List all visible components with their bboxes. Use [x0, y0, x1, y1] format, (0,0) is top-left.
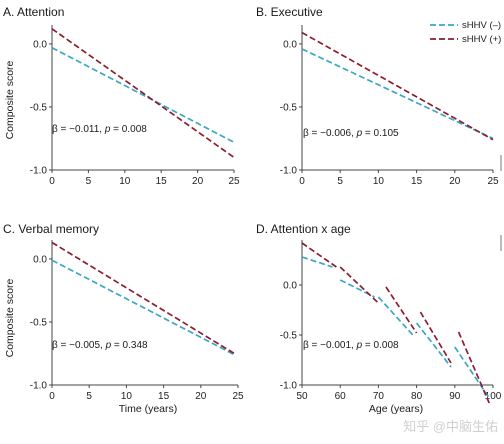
y-tick-label: 0.0	[283, 281, 297, 292]
series-line-shhv-minus	[301, 48, 494, 140]
series-line-shhv-plus	[51, 241, 235, 355]
legend-label-shhv-plus: sHHV (+)	[462, 34, 501, 45]
x-tick-label: 15	[411, 176, 423, 187]
y-tick-label: 0.0	[283, 39, 297, 50]
watermark: 知乎 @中脑生佑	[403, 419, 498, 434]
edge-marker-top	[500, 155, 502, 171]
x-tick-label: 20	[192, 176, 204, 187]
edge-marker-bottom	[500, 235, 502, 251]
y-axis-label-verbal-memory: Composite score	[4, 278, 16, 357]
plot-area-attention-x-age: 50 60 70 80 90 100 0.0 -0.5 -1.0	[280, 240, 502, 404]
x-tick-label: 50	[296, 391, 308, 402]
x-axis-label-time: Time (years)	[119, 403, 178, 415]
series-line-shhv-minus	[51, 46, 235, 144]
y-tick-label: -0.5	[280, 331, 298, 342]
panel-attention: A. Attention Composite score β = −0.011,…	[3, 5, 240, 187]
x-tick-label: 80	[411, 391, 423, 402]
panel-verbal-memory: C. Verbal memory Composite score Time (y…	[3, 222, 244, 415]
x-tick-label: 60	[335, 391, 347, 402]
panel-title-attention: A. Attention	[3, 5, 64, 19]
x-tick-label: 100	[485, 391, 502, 402]
series-line-shhv-minus	[301, 256, 333, 268]
y-tick-label: -0.5	[30, 102, 48, 113]
annotation-executive: β = −0.006, p = 0.105	[303, 128, 399, 139]
annotation-attention: β = −0.011, p = 0.008	[52, 124, 147, 135]
y-axis-label-attention: Composite score	[4, 60, 16, 139]
x-tick-label: 15	[158, 391, 170, 402]
y-tick-label: 0.0	[33, 39, 47, 50]
y-tick-label: 0.0	[33, 254, 47, 265]
legend: sHHV (–) sHHV (+)	[430, 20, 501, 45]
x-tick-label: 0	[299, 176, 305, 187]
x-tick-label: 90	[449, 391, 461, 402]
x-tick-label: 0	[49, 391, 55, 402]
x-axis-label-age: Age (years)	[369, 403, 423, 415]
x-tick-label: 5	[337, 176, 343, 187]
x-tick-label: 25	[232, 391, 244, 402]
x-tick-label: 25	[228, 176, 240, 187]
legend-label-shhv-minus: sHHV (–)	[462, 20, 501, 31]
y-tick-label: -1.0	[280, 381, 298, 392]
panel-attention-x-age: D. Attention x age Age (years) β = −0.00…	[256, 222, 502, 415]
y-tick-label: -1.0	[280, 166, 298, 177]
x-tick-label: 5	[86, 176, 92, 187]
y-tick-label: -1.0	[30, 381, 48, 392]
panel-title-verbal-memory: C. Verbal memory	[3, 222, 99, 236]
panel-executive: B. Executive β = −0.006, p = 0.105 0 5 10 1…	[256, 5, 501, 187]
series-line-shhv-plus	[301, 242, 337, 268]
annotation-verbal-memory: β = −0.005, p = 0.348	[52, 340, 148, 351]
series-line-shhv-minus	[415, 322, 452, 368]
series-line-shhv-minus	[51, 259, 235, 356]
x-tick-label: 20	[449, 176, 461, 187]
x-tick-label: 0	[49, 176, 55, 187]
x-tick-label: 70	[373, 391, 385, 402]
x-tick-label: 25	[487, 176, 499, 187]
x-tick-label: 10	[373, 176, 385, 187]
plot-area-attention: 0 5 10 15 20 25 0.0 -0.5 -1.0	[30, 25, 240, 187]
series-line-shhv-plus	[301, 31, 494, 141]
x-tick-label: 20	[195, 391, 207, 402]
series-line-shhv-plus	[385, 286, 418, 334]
annotation-attention-x-age: β = −0.001, p = 0.008	[303, 340, 399, 351]
y-tick-label: -1.0	[30, 166, 48, 177]
x-tick-label: 10	[121, 391, 133, 402]
panel-title-attention-x-age: D. Attention x age	[256, 222, 351, 236]
series-line-shhv-minus	[454, 346, 490, 399]
panel-title-executive: B. Executive	[256, 5, 323, 19]
series-line-shhv-plus	[339, 266, 379, 304]
plot-area-executive: 0 5 10 15 20 25 0.0 -0.5 -1.0	[280, 25, 499, 187]
plot-area-verbal-memory: 0 5 10 15 20 25 0.0 -0.5 -1.0	[30, 240, 244, 402]
x-tick-label: 5	[86, 391, 92, 402]
series-line-shhv-plus	[51, 28, 235, 159]
series-line-shhv-plus	[457, 331, 490, 404]
x-tick-label: 15	[156, 176, 168, 187]
y-tick-label: -0.5	[30, 317, 48, 328]
x-tick-label: 10	[119, 176, 131, 187]
y-tick-label: -0.5	[280, 102, 298, 113]
series-line-shhv-plus	[419, 311, 452, 364]
